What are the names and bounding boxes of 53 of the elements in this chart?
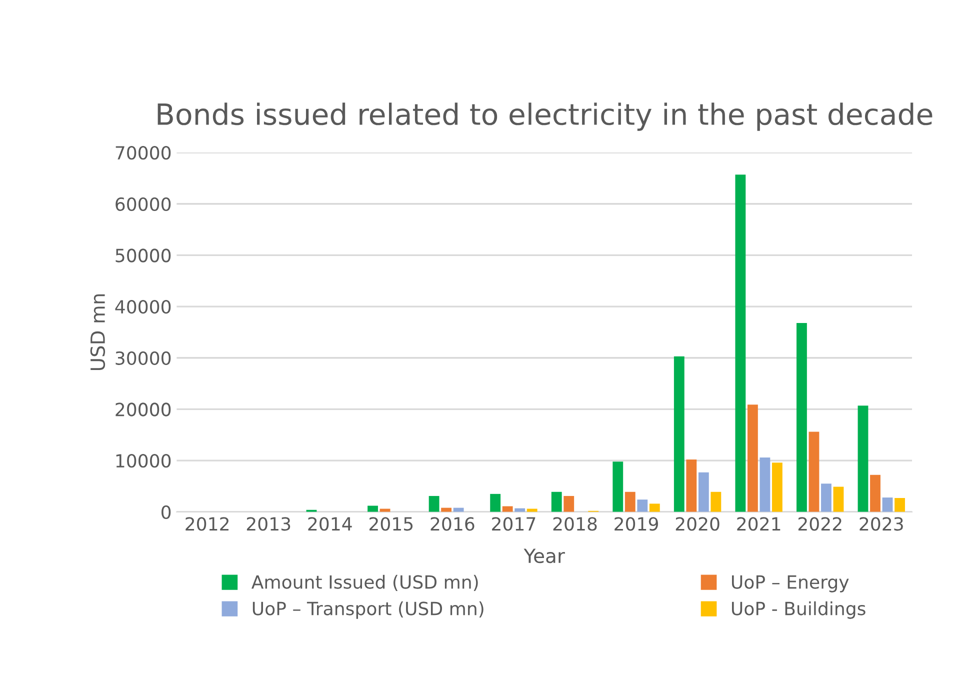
bar — [808, 432, 820, 512]
bar — [428, 496, 440, 512]
x-tick-label: 2023 — [860, 517, 903, 531]
bar — [674, 356, 684, 512]
bar — [833, 486, 844, 512]
y-tick-label: 0 — [162, 505, 171, 520]
bar — [564, 496, 574, 512]
y-tick-label: 60000 — [116, 197, 171, 211]
y-tick-label: 70000 — [116, 146, 171, 160]
bar — [368, 506, 378, 512]
y-axis-title: USD mn — [90, 294, 106, 370]
x-tick-label: 2019 — [614, 517, 658, 531]
bar — [735, 174, 746, 512]
chart-title: Bonds issued related to electricity in the past decade — [158, 102, 932, 131]
bar — [870, 474, 880, 512]
y-tick-label: 10000 — [116, 454, 171, 468]
bar — [612, 462, 624, 512]
bar — [796, 322, 807, 512]
x-tick-label: 2018 — [553, 517, 597, 531]
x-tick-label: 2021 — [737, 517, 780, 531]
y-tick-label: 40000 — [115, 300, 171, 314]
legend-label: UoP - Buildings — [732, 601, 866, 619]
bar — [649, 504, 660, 512]
legend-label: Amount Issued (USD mn) — [251, 574, 478, 591]
x-tick-label: 2013 — [246, 517, 290, 531]
bar — [502, 506, 513, 512]
legend-label: UoP – Transport (USD mn) — [252, 601, 484, 619]
bar — [490, 494, 501, 512]
x-tick-label: 2012 — [186, 517, 228, 531]
bar — [698, 472, 709, 512]
legend-label: UoP – Energy — [732, 575, 849, 592]
y-tick-label: 30000 — [116, 351, 171, 366]
bar — [760, 457, 770, 512]
x-tick-label: 2020 — [676, 517, 720, 531]
y-tick-label: 50000 — [116, 248, 171, 262]
y-tick-label: 20000 — [116, 402, 171, 416]
bar — [821, 484, 832, 512]
x-axis-title: Year — [524, 548, 565, 564]
bar — [882, 498, 893, 512]
bar — [637, 500, 648, 512]
bar — [551, 492, 562, 512]
x-tick-label: 2015 — [370, 517, 413, 531]
bar — [710, 492, 722, 512]
x-tick-label: 2016 — [430, 517, 474, 531]
bar — [624, 492, 636, 512]
x-tick-label: 2014 — [308, 517, 352, 531]
bar — [686, 460, 697, 512]
bar — [772, 462, 782, 512]
bar — [747, 404, 758, 512]
bar — [894, 498, 905, 512]
x-tick-label: 2022 — [798, 517, 842, 531]
x-tick-label: 2017 — [492, 517, 536, 531]
bar — [858, 406, 868, 512]
